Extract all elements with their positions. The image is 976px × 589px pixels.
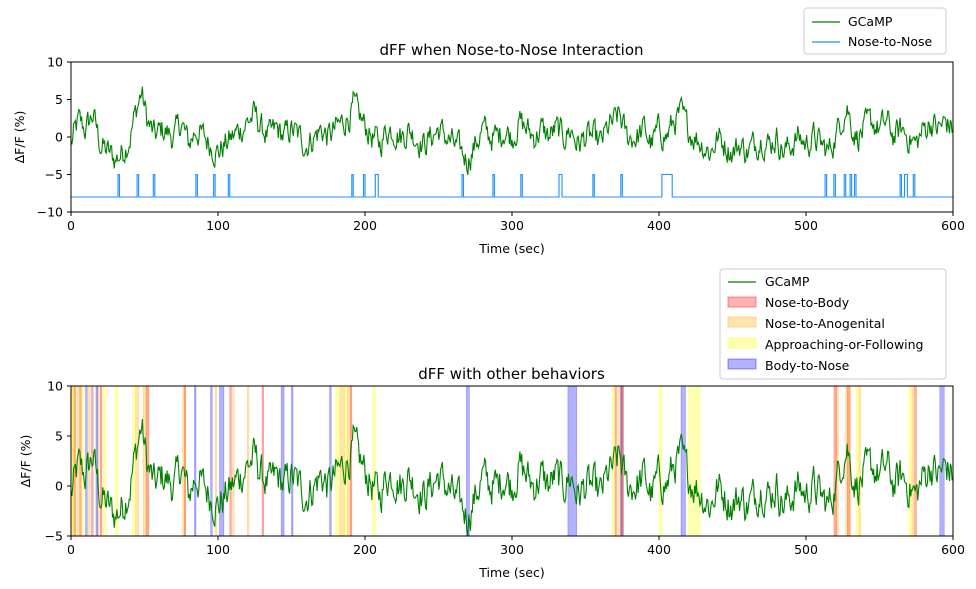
span-nose-to-anogenital bbox=[182, 385, 186, 537]
span-body-to-nose bbox=[280, 385, 285, 537]
chart-nose-to-nose: dFF when Nose-to-Nose Interaction 0 100 20… bbox=[12, 7, 965, 256]
chart1-title: dFF when Nose-to-Nose Interaction bbox=[379, 41, 643, 59]
span-nose-to-body bbox=[229, 385, 232, 537]
span-nose-to-body bbox=[100, 385, 103, 537]
chart2-xtick-label: 100 bbox=[206, 542, 230, 557]
span-body-to-nose bbox=[329, 385, 332, 537]
span-approaching-or-following bbox=[908, 385, 913, 537]
span-body-to-nose bbox=[680, 385, 686, 537]
chart2-ylabel: ΔF/F (%) bbox=[18, 435, 33, 488]
chart1-ytick-label: 10 bbox=[47, 55, 63, 70]
chart2-legend-nose-to-body-swatch bbox=[727, 296, 757, 308]
chart1-xtick-label: 0 bbox=[67, 218, 75, 233]
chart2-legend-nose-to-anogenital: Nose-to-Anogenital bbox=[765, 316, 885, 331]
chart1-xtick-label: 500 bbox=[794, 218, 818, 233]
span-approaching-or-following bbox=[855, 385, 860, 537]
span-nose-to-anogenital bbox=[135, 385, 139, 537]
span-nose-to-anogenital bbox=[845, 385, 851, 537]
chart1-ytick-label: 0 bbox=[55, 130, 63, 145]
chart2-xtick-label: 200 bbox=[353, 542, 377, 557]
span-approaching-or-following bbox=[688, 385, 701, 537]
chart1-legend: GCaMP Nose-to-Nose bbox=[803, 7, 947, 55]
chart2-xtick-label: 400 bbox=[647, 542, 671, 557]
chart2-legend-body-to-nose: Body-to-Nose bbox=[765, 358, 850, 373]
span-body-to-nose bbox=[219, 385, 225, 537]
span-approaching-or-following bbox=[372, 385, 376, 537]
span-approaching-or-following bbox=[103, 385, 107, 537]
chart2-xlabel: Time (sec) bbox=[478, 565, 544, 580]
chart1-xtick-label: 100 bbox=[206, 218, 230, 233]
chart2-xtick-label: 0 bbox=[67, 542, 75, 557]
span-nose-to-anogenital bbox=[911, 385, 915, 537]
chart1-axes-frame bbox=[70, 61, 954, 213]
nose-to-nose-trace bbox=[71, 173, 953, 198]
chart2-legend-approaching-swatch bbox=[727, 337, 757, 349]
span-nose-to-anogenital bbox=[232, 385, 235, 537]
chart2-legend-approaching-or-following: Approaching-or-Following bbox=[765, 337, 924, 352]
chart2-xtick-label: 500 bbox=[794, 542, 818, 557]
chart1-legend-gcamp: GCaMP bbox=[848, 14, 893, 29]
span-nose-to-body bbox=[261, 385, 264, 537]
chart2-legend-gcamp: GCaMP bbox=[765, 274, 810, 289]
span-body-to-nose bbox=[291, 385, 294, 537]
chart1-xtick-label: 400 bbox=[647, 218, 671, 233]
chart2-title: dFF with other behaviors bbox=[418, 365, 605, 383]
chart1-xlabel: Time (sec) bbox=[478, 241, 544, 256]
chart1-legend-nose-to-nose: Nose-to-Nose bbox=[848, 34, 933, 49]
chart2-legend-body-to-nose-swatch bbox=[727, 358, 757, 370]
chart2-ytick-label: −5 bbox=[45, 529, 63, 544]
chart2-xtick-label: 300 bbox=[500, 542, 524, 557]
chart1-ytick-label: 5 bbox=[55, 92, 63, 107]
span-approaching-or-following bbox=[658, 385, 663, 537]
chart2-ytick-label: 0 bbox=[55, 479, 63, 494]
chart1-xtick-label: 600 bbox=[941, 218, 965, 233]
chart1-ylabel: ΔF/F (%) bbox=[12, 111, 27, 164]
chart1-ytick-label: −5 bbox=[45, 167, 63, 182]
chart2-legend-nose-to-anogenital-swatch bbox=[727, 316, 757, 328]
chart1-ytick-label: −10 bbox=[37, 205, 63, 220]
span-body-to-nose bbox=[95, 385, 98, 537]
gcamp-trace-2 bbox=[70, 418, 953, 537]
span-body-to-nose bbox=[194, 385, 197, 537]
chart-other-behaviors: dFF with other behaviors 0 100 200 300 400 50… bbox=[18, 268, 965, 580]
chart2-xtick-label: 600 bbox=[941, 542, 965, 557]
chart2-legend: GCaMP Nose-to-Body Nose-to-Anogenital Ap… bbox=[719, 268, 947, 380]
span-body-to-nose bbox=[466, 385, 470, 537]
span-nose-to-body bbox=[914, 385, 917, 537]
span-body-to-nose bbox=[567, 385, 578, 537]
gcamp-trace bbox=[70, 86, 953, 176]
chart2-ytick-label: 10 bbox=[47, 379, 63, 394]
chart1-xtick-label: 300 bbox=[500, 218, 524, 233]
chart2-legend-nose-to-body: Nose-to-Body bbox=[765, 295, 850, 310]
chart1-xtick-label: 200 bbox=[353, 218, 377, 233]
chart2-axes-frame bbox=[70, 385, 954, 537]
chart2-ytick-label: 5 bbox=[55, 429, 63, 444]
